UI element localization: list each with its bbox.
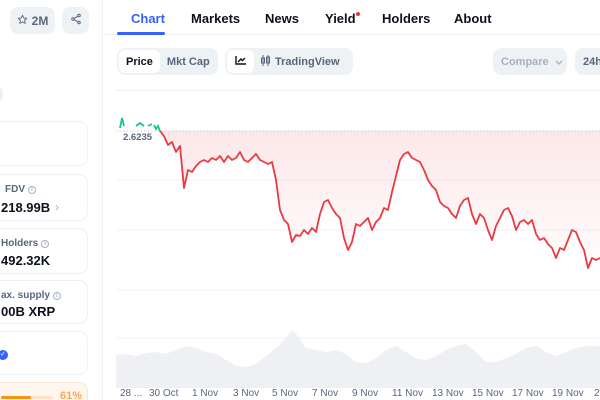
price-chart-svg	[116, 90, 600, 388]
tab-news[interactable]: News	[265, 11, 299, 26]
stat-card-holders: Holders i 492.32K	[0, 228, 88, 274]
x-label: 15 Nov	[472, 388, 504, 399]
x-label: 30 Oct	[149, 388, 179, 399]
price-toggle[interactable]: Price	[119, 50, 160, 73]
info-icon[interactable]: i	[52, 291, 61, 300]
x-label: 1 Nov	[192, 388, 219, 399]
mktcap-toggle[interactable]: Mkt Cap	[166, 55, 210, 68]
compare-dropdown[interactable]: Compare	[493, 48, 567, 75]
candlestick-icon	[260, 54, 271, 69]
price-mktcap-toggle: Price Mkt Cap	[117, 48, 218, 75]
watchlist-button[interactable]: 2M	[10, 7, 55, 34]
chevron-right-icon[interactable]: ›	[55, 200, 59, 214]
x-label: 7 Nov	[312, 388, 339, 399]
x-axis: 28 ... 30 Oct 1 Nov 3 Nov 5 Nov 7 Nov 9 …	[116, 388, 600, 400]
chart-type-toggle: TradingView	[225, 48, 353, 75]
current-price-label: 2.6235	[122, 132, 154, 143]
star-icon	[17, 14, 28, 28]
holders-label: Holders	[1, 238, 39, 249]
verified-badge-icon: ✓	[0, 350, 8, 360]
progress-track	[1, 396, 53, 399]
chevron-down-icon	[555, 56, 563, 68]
tab-holders[interactable]: Holders	[382, 11, 431, 26]
line-chart-button[interactable]	[227, 50, 254, 73]
x-label: 28 ...	[120, 388, 143, 399]
price-chart[interactable]: 2.6235	[116, 90, 600, 400]
max-supply-label: ax. supply	[1, 290, 50, 301]
fdv-value: 218.99B	[1, 200, 51, 215]
x-label: 9 Nov	[352, 388, 379, 399]
x-label: 5 Nov	[272, 388, 299, 399]
info-icon[interactable]: i	[41, 239, 50, 248]
x-label: 13 Nov	[432, 388, 464, 399]
stat-card-max-supply: ax. supply i 00B XRP	[0, 280, 88, 324]
x-label: 3 Nov	[233, 388, 260, 399]
progress-percent: 61%	[60, 390, 83, 400]
x-label: 11 Nov	[392, 388, 423, 399]
tradingview-label: TradingView	[275, 55, 340, 68]
stat-card-verified: ✓	[0, 331, 88, 375]
range-label: 24h	[583, 55, 600, 68]
x-label: 2	[594, 388, 600, 399]
tab-markets[interactable]: Markets	[191, 11, 241, 26]
info-icon[interactable]: i	[28, 185, 36, 194]
watchlist-count: 2M	[31, 13, 49, 28]
tab-chart[interactable]: Chart	[131, 11, 165, 26]
left-panel: 2M FDV i 218.99B › Holders i 492.32K	[0, 0, 103, 400]
x-label: 17 Nov	[512, 388, 544, 399]
partial-badge	[0, 85, 3, 103]
notification-dot	[356, 12, 360, 16]
tab-yield[interactable]: Yield	[325, 11, 356, 26]
fdv-label: FDV	[5, 184, 25, 195]
x-label: 19 Nov	[552, 388, 584, 399]
compare-label: Compare	[501, 55, 549, 68]
progress-card: 61%	[0, 382, 88, 400]
stat-card-fdv[interactable]: FDV i 218.99B ›	[0, 174, 88, 221]
stat-card-empty	[0, 121, 88, 166]
share-button[interactable]	[62, 7, 89, 34]
tradingview-button[interactable]: TradingView	[254, 50, 346, 73]
max-supply-value: 00B XRP	[1, 304, 56, 319]
active-tab-indicator	[117, 32, 165, 35]
holders-value: 492.32K	[1, 253, 51, 268]
line-chart-icon	[234, 55, 247, 68]
tab-about[interactable]: About	[454, 11, 492, 26]
progress-fill	[1, 396, 31, 399]
tab-bar: Chart Markets News Yield Holders About	[104, 0, 600, 35]
range-24h-button[interactable]: 24h	[575, 48, 600, 75]
share-icon	[70, 13, 82, 28]
